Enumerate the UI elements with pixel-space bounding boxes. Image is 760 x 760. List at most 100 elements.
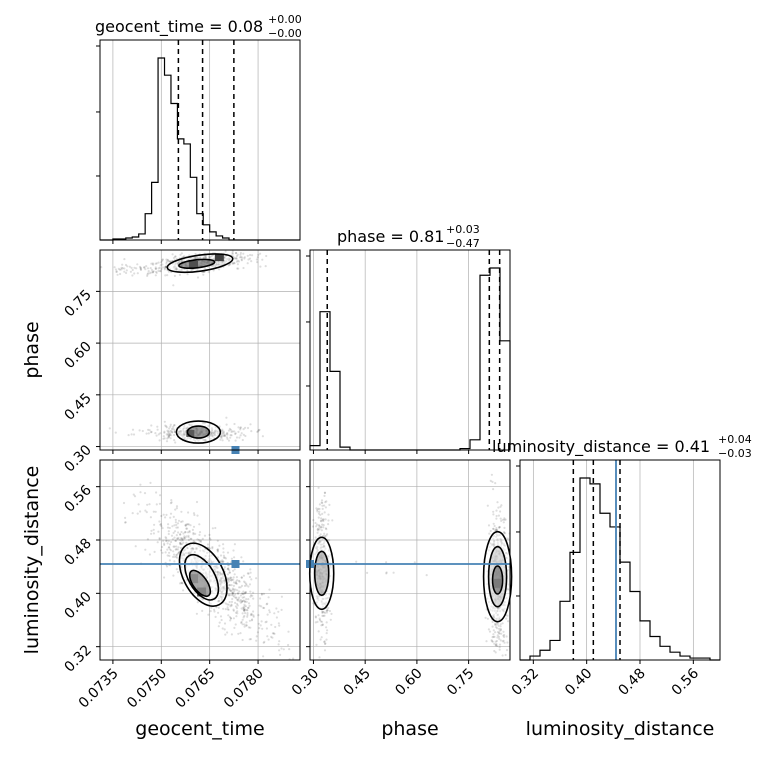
sample-point xyxy=(255,635,258,638)
sample-point xyxy=(227,594,230,597)
sample-point xyxy=(490,544,493,547)
sample-point xyxy=(317,516,320,519)
sample-point xyxy=(164,536,167,539)
sample-point xyxy=(175,526,178,529)
sample-point xyxy=(194,558,197,561)
sample-point xyxy=(488,545,491,549)
sample-point xyxy=(235,615,238,618)
sample-point xyxy=(217,262,220,265)
sample-point xyxy=(230,600,234,604)
sample-point xyxy=(318,539,321,543)
sample-point xyxy=(187,552,190,555)
sample-point xyxy=(169,437,172,440)
sample-point xyxy=(167,260,170,263)
sample-point xyxy=(315,525,318,528)
sample-point xyxy=(231,588,234,592)
sample-point xyxy=(224,588,227,591)
sample-point xyxy=(323,504,326,507)
sample-point xyxy=(172,574,175,577)
sample-point xyxy=(233,588,236,591)
panel-2d-geocent-time-phase: 0.300.450.600.75 xyxy=(61,249,301,475)
sample-point xyxy=(219,588,222,591)
sample-point xyxy=(246,613,249,617)
sample-point xyxy=(160,525,163,528)
sample-point xyxy=(175,505,179,508)
sample-point xyxy=(499,610,502,613)
sample-point xyxy=(181,551,184,554)
sample-point xyxy=(184,552,188,555)
sample-point xyxy=(233,595,236,598)
sample-point xyxy=(180,539,183,542)
sample-point xyxy=(314,621,317,624)
sample-point xyxy=(208,571,211,574)
sample-point xyxy=(221,261,224,264)
sample-point xyxy=(214,582,217,585)
sample-point xyxy=(243,600,247,603)
sample-point xyxy=(154,432,157,435)
sample-point xyxy=(493,607,496,610)
sample-point xyxy=(324,518,327,521)
sample-point xyxy=(224,602,227,605)
sample-point xyxy=(235,582,238,585)
sample-point xyxy=(235,576,238,579)
sample-point xyxy=(221,429,224,433)
panel-border xyxy=(519,459,721,661)
sample-point xyxy=(177,546,180,549)
sample-point xyxy=(496,501,499,504)
panel-hist-geocent-time xyxy=(96,39,301,244)
sample-point xyxy=(114,431,117,434)
sample-point xyxy=(180,566,183,569)
sample-point xyxy=(162,513,165,516)
sample-point xyxy=(506,588,509,591)
sample-point xyxy=(197,544,200,548)
sample-point xyxy=(327,549,331,552)
sample-point xyxy=(150,430,153,433)
sample-point xyxy=(138,265,142,268)
sample-point xyxy=(205,572,208,575)
sample-point xyxy=(163,542,166,545)
sample-point xyxy=(322,543,325,546)
sample-point xyxy=(507,620,510,623)
sample-point xyxy=(224,434,227,437)
sample-point xyxy=(316,508,319,511)
sample-point xyxy=(221,260,224,263)
sample-point xyxy=(320,499,324,502)
sample-point xyxy=(496,529,499,532)
sample-point xyxy=(194,257,197,260)
y-tick-label: 0.45 xyxy=(61,390,94,423)
sample-point xyxy=(323,532,326,535)
sample-point xyxy=(163,437,166,440)
sample-point xyxy=(125,271,128,275)
sample-point xyxy=(260,592,263,596)
sample-point xyxy=(234,432,237,435)
sample-point xyxy=(138,429,141,432)
sample-point xyxy=(491,609,494,612)
sample-point xyxy=(191,547,194,550)
sample-point xyxy=(221,573,225,576)
sample-point xyxy=(241,618,244,621)
sample-point xyxy=(204,439,207,442)
sample-point xyxy=(210,433,213,436)
sample-point xyxy=(190,561,193,564)
sample-point xyxy=(206,543,210,546)
sample-point xyxy=(222,577,225,580)
sample-point xyxy=(232,581,236,584)
sample-point xyxy=(246,609,249,612)
sample-point xyxy=(205,576,208,579)
sample-point xyxy=(170,434,173,437)
sample-point xyxy=(495,532,498,536)
sample-point xyxy=(213,434,216,437)
sample-point xyxy=(207,560,210,563)
sample-point xyxy=(199,256,202,259)
sample-point xyxy=(325,597,328,600)
sample-point xyxy=(173,430,176,434)
sample-point xyxy=(210,255,213,258)
sample-point xyxy=(500,539,503,542)
sample-point xyxy=(158,439,161,442)
sample-point xyxy=(321,512,324,516)
sample-point xyxy=(492,527,495,530)
sample-point xyxy=(201,560,204,564)
sample-point xyxy=(170,429,173,432)
sample-point xyxy=(240,556,243,559)
sample-point xyxy=(164,551,167,554)
